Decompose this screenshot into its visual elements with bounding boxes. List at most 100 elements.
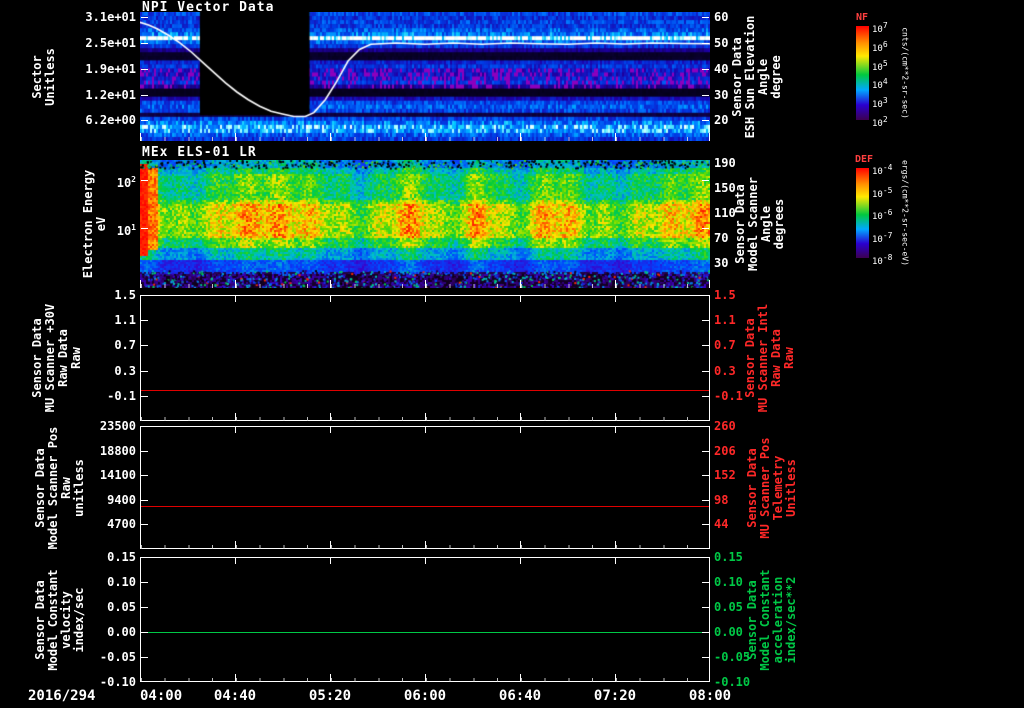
p5-y-tick-left: -0.10 [99, 675, 136, 689]
x-tick-mark [140, 674, 141, 682]
p4-y-tick-left: 4700 [107, 517, 136, 532]
p1-y-tick-left: 1.2e+01 [85, 87, 136, 102]
nf-colorbar-title: NF [856, 12, 869, 23]
y-tick-mark [702, 632, 709, 633]
p4-y-tick-right: 152 [714, 468, 736, 483]
def-colorbar-tick: 10-4 [872, 163, 893, 177]
x-tick-mark [235, 558, 236, 564]
x-minor-ticks [141, 545, 709, 549]
p3-y-tick-left: 0.7 [114, 338, 136, 353]
p3-y-tick-right: -0.1 [714, 388, 743, 403]
x-minor-ticks [141, 417, 709, 421]
p5-y-axis-label-right: Sensor Data Model Constant acceleration ind… [745, 568, 798, 671]
x-tick-mark [425, 558, 426, 564]
y-tick-mark [141, 450, 148, 452]
x-minor-ticks [141, 284, 709, 288]
y-tick-mark [141, 120, 148, 122]
p2-y-tick-left: 101 [116, 222, 136, 238]
p2-y-axis-label-right: Sensor Data Model Scanner Angle degrees [733, 177, 786, 271]
y-tick-mark [702, 524, 709, 526]
nf-colorbar-units: cnts/(cm**2-sr-sec) [900, 27, 910, 119]
panel-npi-title: NPI Vector Data [142, 0, 275, 15]
p4-y-tick-right: 44 [714, 517, 729, 532]
y-tick-mark [141, 395, 148, 397]
p2-y-axis-label-left: Electron Energy eV [81, 169, 108, 279]
x-tick-mark [520, 427, 521, 433]
p2-y-tick-right: 110 [714, 205, 736, 220]
x-tick-mark [520, 558, 521, 564]
x-tick-mark [140, 427, 141, 433]
x-tick-mark [425, 296, 426, 302]
p2-y-tick-right: 70 [714, 230, 729, 245]
p1-y-tick-right: 50 [714, 35, 729, 50]
y-tick-mark [702, 320, 709, 322]
x-tick-mark [330, 558, 331, 564]
y-tick-mark [141, 657, 148, 658]
p1-y-tick-right: 30 [714, 87, 729, 102]
y-tick-mark [141, 681, 148, 682]
x-tick-mark [140, 296, 141, 302]
p3-y-tick-right: 0.7 [714, 338, 736, 353]
p2-y-tick-left: 102 [116, 174, 136, 190]
p5-y-tick-right: -0.10 [714, 675, 751, 689]
p4-y-tick-right: 206 [714, 443, 736, 458]
x-tick-mark [709, 674, 710, 682]
y-tick-mark [141, 557, 148, 558]
y-tick-mark [141, 426, 148, 427]
p4-y-tick-right: 260 [714, 419, 736, 433]
x-tick-mark [615, 296, 616, 302]
y-tick-mark [141, 499, 148, 501]
panel-scanner-pos-box [140, 426, 710, 549]
nf-colorbar-tick: 104 [872, 77, 888, 92]
x-tick-mark [235, 427, 236, 433]
x-tick-mark [709, 541, 710, 549]
y-tick-mark [702, 426, 709, 427]
def-colorbar-tick: 10-8 [872, 253, 893, 267]
p5-y-tick-right: -0.05 [714, 650, 751, 664]
p2-y-tick-right: 30 [714, 256, 729, 271]
p1-y-tick-right: 20 [714, 113, 729, 128]
y-tick-mark [702, 395, 709, 397]
x-tick-mark [520, 296, 521, 302]
p1-y-axis-label-left: Sector Unitless [30, 47, 57, 106]
nf-colorbar-tick: 105 [872, 58, 888, 73]
x-tick-mark [709, 558, 710, 564]
p3-y-tick-right: 0.3 [714, 363, 736, 378]
p1-y-tick-left: 3.1e+01 [85, 10, 136, 25]
x-tick-mark [140, 133, 141, 141]
x-tick-mark [615, 427, 616, 433]
p4-y-axis-label-left: Sensor Data Model Scanner Pos Raw unitless [33, 426, 86, 549]
y-tick-mark [702, 345, 709, 347]
def-colorbar-units: ergs/(cm**2-sr-sec-eV) [900, 160, 910, 266]
x-tick-label: 04:40 [213, 688, 257, 704]
y-tick-mark [702, 557, 709, 558]
y-tick-mark [702, 42, 709, 44]
def-colorbar-tick: 10-6 [872, 208, 893, 222]
series-line-model-scanner-pos-raw [141, 506, 709, 507]
x-tick-mark [235, 296, 236, 302]
p1-y-tick-right: 60 [714, 10, 729, 25]
y-tick-mark [702, 227, 709, 229]
x-tick-mark [709, 427, 710, 433]
y-tick-mark [702, 370, 709, 372]
y-tick-mark [141, 475, 148, 477]
p3-y-tick-right: 1.5 [714, 288, 736, 302]
y-tick-mark [141, 42, 148, 44]
p3-y-tick-left: 1.5 [114, 288, 136, 302]
nf-colorbar-tick: 106 [872, 39, 888, 54]
x-tick-mark [140, 541, 141, 549]
y-tick-mark [141, 94, 148, 96]
p5-y-axis-label-left: Sensor Data Model Constant velocity index/s… [33, 568, 86, 671]
y-tick-mark [702, 120, 709, 122]
y-tick-mark [702, 475, 709, 477]
p4-y-tick-right: 98 [714, 492, 729, 507]
y-tick-mark [141, 345, 148, 347]
y-tick-mark [702, 68, 709, 70]
p1-y-tick-left: 2.5e+01 [85, 35, 136, 50]
x-tick-mark [140, 280, 141, 288]
y-tick-mark [141, 295, 148, 296]
p4-y-axis-label-right: Sensor Data MU Scanner Pos Telemetry Unitle… [745, 436, 798, 539]
y-tick-mark [702, 582, 709, 583]
y-tick-mark [141, 632, 148, 633]
p2-y-tick-right: 150 [714, 181, 736, 196]
